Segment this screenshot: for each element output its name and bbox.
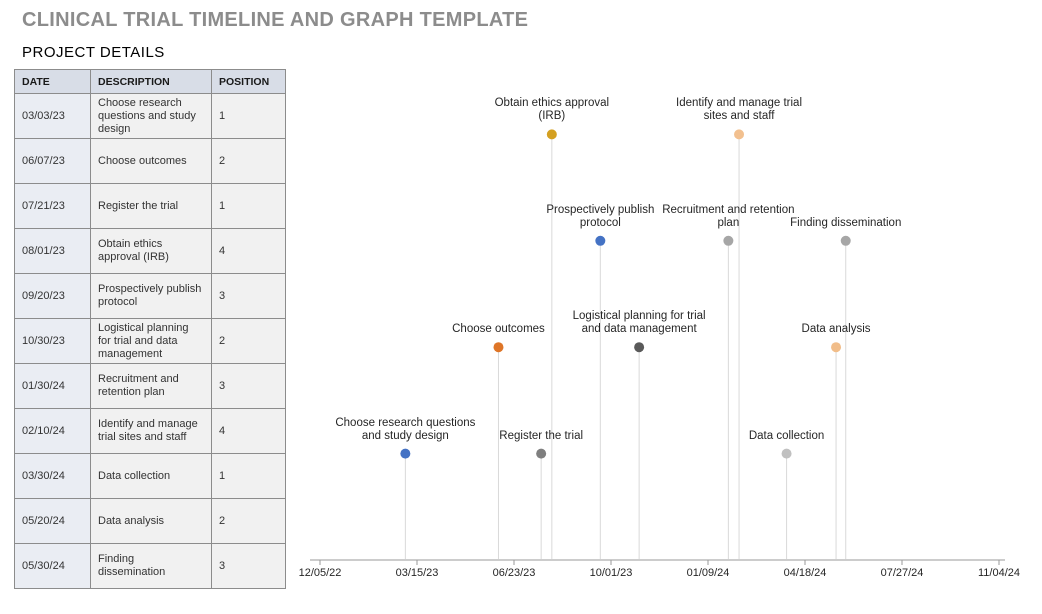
- point-label-line: Choose research questions: [335, 416, 476, 429]
- point-label-line: plan: [717, 216, 740, 229]
- date-cell: 03/30/24: [14, 453, 91, 499]
- point-label: Choose research questions and study desig…: [335, 417, 475, 443]
- data-point: [493, 342, 504, 353]
- data-point: [400, 448, 411, 459]
- date-cell: 09/20/23: [14, 273, 91, 319]
- point-label: Recruitment and retention plan: [662, 204, 794, 230]
- table-row: 03/03/23 Choose research questions and st…: [14, 93, 286, 139]
- point-label-line: Logistical planning for trial: [572, 310, 706, 323]
- data-point: [634, 342, 645, 353]
- axis-tick-label: 01/09/24: [686, 567, 730, 579]
- axis-tick-label: 07/27/24: [880, 567, 924, 579]
- point-label: Logistical planning for trial and data ma…: [573, 310, 706, 336]
- date-cell: 08/01/23: [14, 228, 91, 274]
- point-label: Identify and manage trial sites and staff: [676, 97, 802, 123]
- desc-cell: Register the trial: [90, 183, 212, 229]
- table-header-cell: POSITION: [211, 69, 286, 94]
- desc-cell: Identify and manage trial sites and staf…: [90, 408, 212, 454]
- point-label-line: Data collection: [748, 429, 825, 442]
- point-label-line: and data management: [581, 323, 697, 336]
- point-label-line: Choose outcomes: [452, 323, 545, 336]
- axis-tick-label: 04/18/24: [783, 567, 827, 579]
- table-row: 09/20/23 Prospectively publish protocol 3: [14, 273, 286, 319]
- table-row: 07/21/23 Register the trial 1: [14, 183, 286, 229]
- point-label: Obtain ethics approval (IRB): [495, 97, 609, 123]
- point-label-line: Obtain ethics approval: [494, 97, 610, 110]
- pos-cell: 1: [211, 183, 286, 229]
- pos-cell: 4: [211, 408, 286, 454]
- data-point: [595, 235, 606, 246]
- table-row: 05/30/24 Finding dissemination 3: [14, 543, 286, 589]
- point-label: Prospectively publish protocol: [546, 204, 654, 230]
- axis-tick-label: 11/04/24: [977, 567, 1021, 579]
- desc-cell: Recruitment and retention plan: [90, 363, 212, 409]
- table-row: 10/30/23 Logistical planning for trial an…: [14, 318, 286, 364]
- data-point: [536, 448, 547, 459]
- pos-cell: 1: [211, 93, 286, 139]
- data-point: [781, 448, 792, 459]
- pos-cell: 3: [211, 363, 286, 409]
- point-label: Register the trial: [499, 430, 583, 443]
- axis-tick-label: 12/05/22: [298, 567, 342, 579]
- point-label-line: and study design: [361, 429, 449, 442]
- data-point: [840, 235, 851, 246]
- point-label: Choose outcomes: [452, 323, 545, 336]
- data-point: [546, 129, 557, 140]
- date-cell: 06/07/23: [14, 138, 91, 184]
- desc-cell: Finding dissemination: [90, 543, 212, 589]
- table-header: DATE DESCRIPTION POSITION: [14, 69, 286, 94]
- data-point: [723, 235, 734, 246]
- date-cell: 05/30/24: [14, 543, 91, 589]
- table-header-cell: DESCRIPTION: [90, 69, 212, 94]
- table-row: 03/30/24 Data collection 1: [14, 453, 286, 499]
- desc-cell: Data collection: [90, 453, 212, 499]
- desc-cell: Choose outcomes: [90, 138, 212, 184]
- date-cell: 07/21/23: [14, 183, 91, 229]
- pos-cell: 2: [211, 498, 286, 544]
- data-point: [831, 342, 842, 353]
- desc-cell: Prospectively publish protocol: [90, 273, 212, 319]
- table-row: 02/10/24 Identify and manage trial sites …: [14, 408, 286, 454]
- page-title: CLINICAL TRIAL TIMELINE AND GRAPH TEMPLA…: [22, 9, 529, 31]
- table-row: 01/30/24 Recruitment and retention plan 3: [14, 363, 286, 409]
- date-cell: 03/03/23: [14, 93, 91, 139]
- point-label-line: (IRB): [538, 110, 566, 123]
- section-title: PROJECT DETAILS: [22, 44, 165, 61]
- pos-cell: 2: [211, 138, 286, 184]
- date-cell: 05/20/24: [14, 498, 91, 544]
- axis-tick-label: 10/01/23: [589, 567, 633, 579]
- point-label-line: sites and staff: [703, 110, 775, 123]
- point-label-line: Recruitment and retention: [662, 203, 795, 216]
- point-label-line: Identify and manage trial: [676, 97, 803, 110]
- point-label-line: Data analysis: [801, 323, 871, 336]
- pos-cell: 3: [211, 543, 286, 589]
- point-label-line: protocol: [579, 216, 621, 229]
- table-header-cell: DATE: [14, 69, 91, 94]
- date-cell: 01/30/24: [14, 363, 91, 409]
- point-label: Data collection: [749, 430, 824, 443]
- pos-cell: 1: [211, 453, 286, 499]
- date-cell: 02/10/24: [14, 408, 91, 454]
- point-label-line: Prospectively publish: [546, 203, 655, 216]
- data-point: [734, 129, 745, 140]
- desc-cell: Choose research questions and study desi…: [90, 93, 212, 139]
- project-details-table: DATE DESCRIPTION POSITION 03/03/23 Choose r…: [14, 69, 286, 589]
- point-label-line: Finding dissemination: [790, 216, 902, 229]
- axis-tick-label: 03/15/23: [395, 567, 439, 579]
- point-label: Finding dissemination: [790, 217, 901, 230]
- table-row: 06/07/23 Choose outcomes 2: [14, 138, 286, 184]
- point-label: Data analysis: [802, 323, 871, 336]
- point-label-line: Register the trial: [499, 429, 584, 442]
- axis-tick-label: 06/23/23: [492, 567, 536, 579]
- pos-cell: 4: [211, 228, 286, 274]
